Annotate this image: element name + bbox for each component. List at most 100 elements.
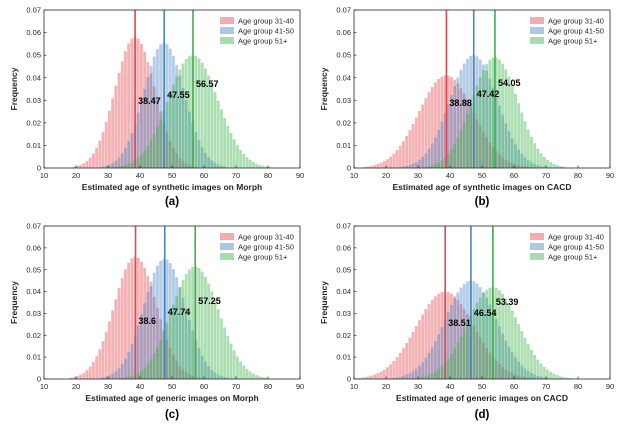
series-bars [69,256,201,379]
histogram-bar [456,77,460,168]
histogram-bar [430,165,434,168]
histogram-bar [485,297,489,379]
histogram-bar [478,59,482,169]
histogram-bar [485,64,489,168]
histogram-bar [462,329,466,379]
histogram-bar [194,166,198,168]
histogram-bar [194,132,198,168]
histogram-bar [427,304,431,379]
histogram-bar [427,92,431,168]
y-tick-label: 0.07 [26,222,41,231]
histogram-bar [523,166,527,168]
histogram-bar [181,297,185,379]
histogram-bar [536,165,540,168]
histogram-bar [114,299,118,379]
histogram-bar [482,70,485,168]
histogram-bar [536,148,540,168]
histogram-bar [255,163,259,168]
histogram-bar [175,277,179,379]
histogram-bar [130,258,134,379]
histogram-bar [450,293,453,379]
legend-swatch [530,243,544,250]
histogram-bar [405,343,409,379]
histogram-bar [159,260,163,379]
histogram-bar [213,300,217,379]
histogram-bar [414,377,418,379]
histogram-bar [184,59,188,168]
histogram-bar [226,335,230,379]
histogram-bar [245,157,249,168]
histogram-bar [501,333,505,379]
histogram-bar [514,374,517,379]
legend-swatch [530,253,544,260]
histogram-bar [418,365,421,379]
histogram-bar [152,272,156,379]
histogram-bar [232,139,236,168]
histogram-bar [558,376,562,379]
histogram-bar [450,305,453,379]
mean-value-label: 46.54 [474,308,497,318]
histogram-bar [507,304,511,379]
y-tick-label: 0.06 [26,28,41,37]
histogram-bar [514,93,517,168]
histogram-bar [239,149,243,168]
histogram-bar [268,166,271,168]
histogram-bar [517,103,521,168]
histogram-bar [517,165,521,168]
histogram-bar [504,298,508,379]
x-tick-label: 20 [72,171,80,180]
histogram-bar [402,375,405,379]
histogram-bar [382,369,386,379]
histogram-bar [152,133,156,168]
histogram-bar [223,377,227,379]
legend-swatch [220,253,234,260]
histogram-bar [204,152,207,168]
histogram-bar [434,137,437,168]
x-tick-label: 10 [40,171,48,180]
histogram-bar [514,357,517,379]
histogram-bar [520,376,524,379]
histogram-bar [389,364,393,379]
histogram-bar [111,163,115,168]
histogram-bar [478,77,482,168]
histogram-bar [450,77,453,168]
histogram-bar [434,82,437,168]
histogram-bar [220,165,223,168]
histogram-bar [181,63,185,168]
histogram-bar [450,353,453,379]
histogram-bar [437,130,441,168]
legend-entry: Age group 51+ [548,252,598,261]
x-tick-label: 30 [414,382,422,391]
histogram-bar [482,64,485,168]
histogram-bar [152,86,156,168]
histogram-bar [120,165,124,168]
histogram-bar [213,162,217,168]
histogram-bar [443,113,447,168]
y-tick-label: 0.05 [336,51,351,60]
histogram-bar [446,358,450,379]
histogram-bar [130,344,134,379]
histogram-bar [517,324,521,379]
histogram-bar [232,350,236,379]
histogram-bar [418,377,421,379]
histogram-bar [104,331,108,379]
histogram-bar [152,56,156,168]
mean-value-label: 47.74 [168,307,191,317]
histogram-bar [111,373,115,379]
x-tick-label: 20 [72,382,80,391]
histogram-bar [175,65,179,168]
histogram-bar [523,337,527,379]
y-axis-label: Frequency [319,67,329,110]
mean-value-label: 47.42 [477,89,500,99]
histogram-bar [175,76,179,168]
histogram-bar [488,304,492,379]
x-tick-label: 10 [40,382,48,391]
histogram-bar [418,159,421,168]
histogram-bar [421,104,425,168]
histogram-bar [539,153,543,168]
histogram-bar [411,124,415,168]
histogram-bar [517,361,521,379]
mean-value-label: 56.57 [196,79,219,89]
